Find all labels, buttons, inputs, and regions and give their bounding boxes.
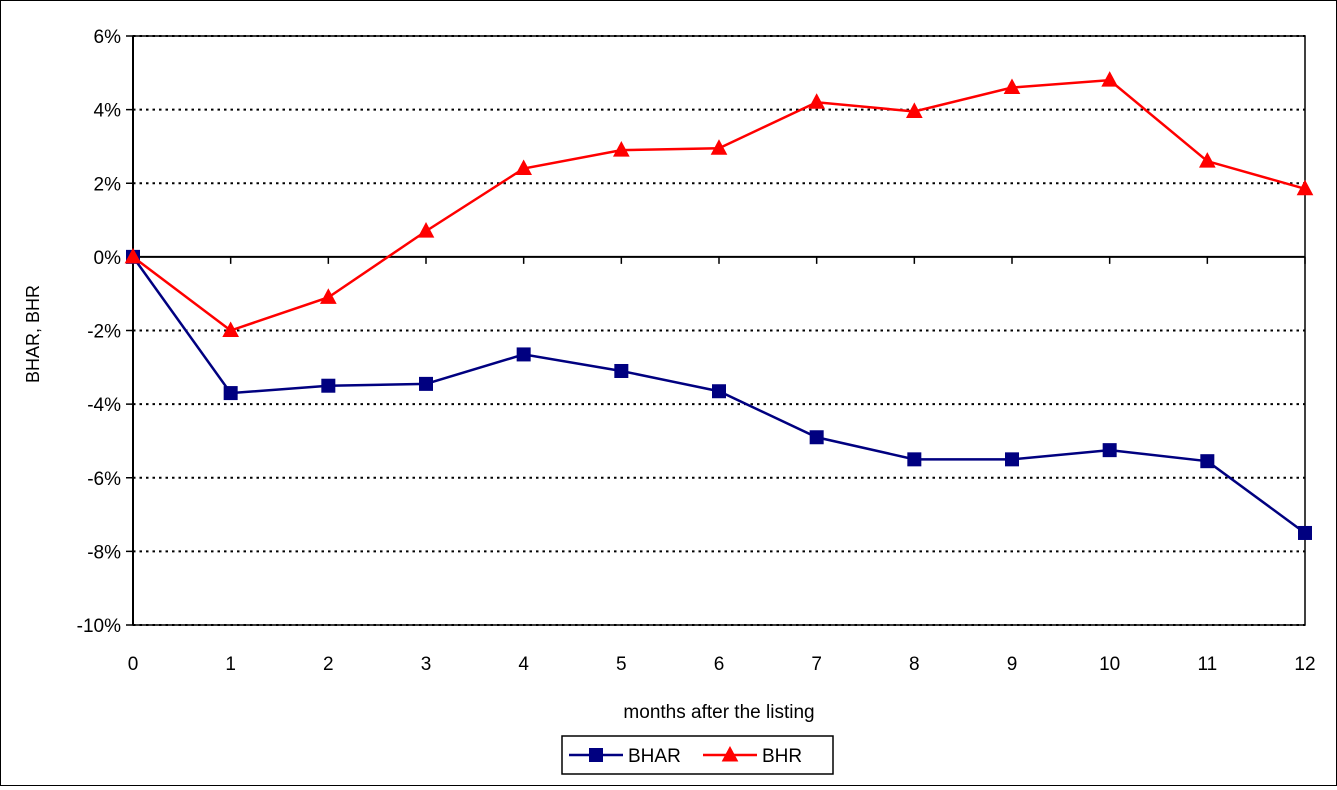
legend-item-bhar: BHAR xyxy=(569,746,681,767)
x-tick-label: 1 xyxy=(225,654,236,675)
x-tick-label: 2 xyxy=(323,654,334,675)
data-point-bhar xyxy=(614,363,629,378)
y-tick-labels: 6% 4% 2% 0% -2% -4% -6% -8% -10% xyxy=(77,27,121,637)
y-tick-label: -6% xyxy=(87,469,121,490)
x-axis-label: months after the listing xyxy=(623,702,814,723)
data-point-bhar xyxy=(419,376,433,391)
x-tick-label: 8 xyxy=(909,654,920,675)
legend-marker-bhar xyxy=(589,748,603,762)
legend-item-bhr: BHR xyxy=(703,745,802,767)
axes xyxy=(126,35,1306,626)
legend-label-bhr: BHR xyxy=(762,746,802,767)
x-tick-label: 5 xyxy=(616,654,627,675)
series-line-bhr xyxy=(132,78,1306,332)
data-point-bhr xyxy=(124,247,142,264)
legend: BHAR BHR xyxy=(561,735,834,775)
data-point-bhr xyxy=(1198,152,1216,168)
data-point-bhar xyxy=(1005,452,1019,467)
y-tick-label: -8% xyxy=(87,542,121,563)
y-tick-label: -2% xyxy=(87,322,121,343)
data-point-bhr xyxy=(808,93,826,109)
data-point-bhr xyxy=(1296,179,1314,196)
x-tick-label: 11 xyxy=(1197,654,1217,675)
y-tick-label: 4% xyxy=(94,101,122,122)
data-point-bhr xyxy=(1003,78,1021,95)
data-point-bhr xyxy=(1101,71,1119,87)
x-tick-label: 7 xyxy=(811,654,822,675)
series-layer xyxy=(124,71,1314,540)
x-tick-label: 10 xyxy=(1099,654,1120,675)
y-tick-label: -4% xyxy=(87,395,121,416)
data-point-bhr xyxy=(319,288,337,304)
data-point-bhr xyxy=(417,222,435,238)
legend-label-bhar: BHAR xyxy=(628,746,681,767)
x-tick-label: 0 xyxy=(128,654,139,675)
data-point-bhar xyxy=(712,384,726,399)
y-tick-label: 6% xyxy=(94,27,122,48)
x-tick-label: 12 xyxy=(1294,654,1315,675)
x-tick-label: 6 xyxy=(714,654,725,675)
data-point-bhar xyxy=(516,347,531,362)
data-point-bhar xyxy=(1298,525,1312,540)
y-axis-label: BHAR, BHR xyxy=(23,285,43,383)
data-point-bhar xyxy=(1102,443,1117,458)
data-point-bhar xyxy=(321,378,336,393)
x-tick-labels: 0 1 2 3 4 5 6 7 8 9 10 11 12 xyxy=(128,654,1316,675)
gridlines xyxy=(133,35,1305,626)
data-point-bhr xyxy=(710,139,728,155)
y-tick-label: 0% xyxy=(94,248,122,269)
series-bhr xyxy=(124,71,1314,337)
data-point-bhar xyxy=(223,386,238,401)
data-point-bhr xyxy=(222,321,240,337)
data-point-bhar xyxy=(1200,454,1215,469)
x-tick-label: 4 xyxy=(518,654,529,675)
data-point-bhr xyxy=(515,159,533,176)
y-tick-label: -10% xyxy=(77,616,121,637)
y-tick-label: 2% xyxy=(94,174,122,195)
legend-marker-bhr xyxy=(721,745,739,762)
x-tick-label: 9 xyxy=(1007,654,1018,675)
x-tick-label: 3 xyxy=(421,654,432,675)
data-point-bhr xyxy=(905,102,923,118)
data-point-bhar xyxy=(907,452,922,467)
series-bhar xyxy=(126,249,1312,540)
data-point-bhr xyxy=(612,141,630,157)
data-point-bhar xyxy=(809,430,824,445)
